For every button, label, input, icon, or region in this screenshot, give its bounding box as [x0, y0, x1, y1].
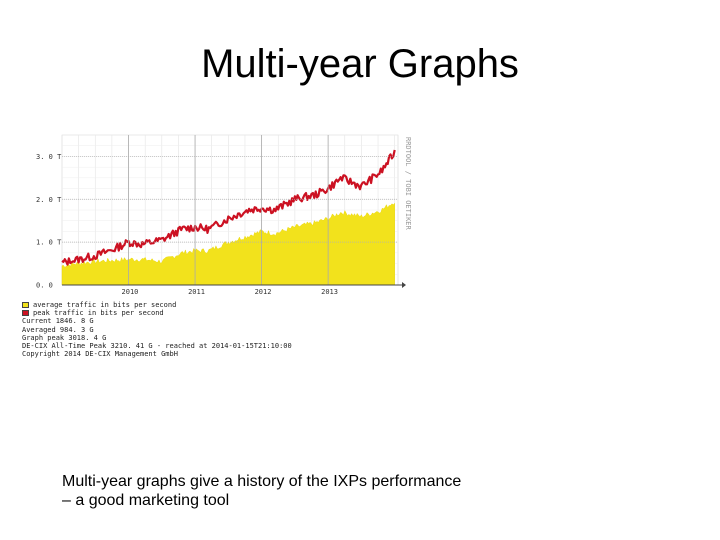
stat-copyright: Copyright 2014 DE-CIX Management GmbH: [22, 350, 178, 359]
y-tick-label: 2. 0 T: [36, 196, 62, 204]
y-tick-label: 3. 0 T: [36, 153, 62, 161]
rrdtool-watermark: RRDTOOL / TOBI OETIKER: [404, 137, 412, 231]
x-axis-arrow: [402, 282, 406, 288]
legend-item-average: average traffic in bits per second: [22, 301, 292, 309]
y-tick-label: 1. 0 T: [36, 239, 62, 247]
series-peak-line: [61, 149, 396, 266]
stat-averaged: Averaged 984. 3 G: [22, 325, 94, 334]
caption-line-1: Multi-year graphs give a history of the …: [62, 473, 462, 490]
x-tick-label: 2010: [122, 288, 139, 296]
series-average-area: [61, 202, 395, 286]
y-tick-label: 0. 0: [36, 282, 53, 290]
stat-all-time-peak: DE-CIX All-Time Peak 3210. 41 G - reache…: [22, 342, 292, 351]
slide-title: Multi-year Graphs: [201, 42, 519, 86]
x-tick-label: 2011: [188, 288, 205, 296]
stat-graph-peak: Graph peak 3018. 4 G: [22, 333, 107, 342]
legend-swatch-average: [22, 302, 29, 309]
legend-item-peak: peak traffic in bits per second: [22, 309, 292, 317]
slide-caption: Multi-year graphs give a history of the …: [62, 472, 582, 510]
legend-label-peak: peak traffic in bits per second: [33, 309, 164, 318]
plot-area: 0. 0 1. 0 T 2. 0 T 3. 0 T 2010 2011 2012 2013 RR…: [36, 134, 412, 296]
legend-swatch-peak: [22, 310, 29, 317]
legend-label-average: average traffic in bits per second: [33, 301, 177, 309]
x-tick-label: 2012: [255, 288, 272, 296]
chart-legend: average traffic in bits per second peak …: [22, 301, 292, 358]
caption-line-2: – a good marketing tool: [62, 492, 230, 509]
stat-current: Current 1846. 8 G: [22, 317, 94, 326]
x-tick-label: 2013: [321, 288, 338, 296]
